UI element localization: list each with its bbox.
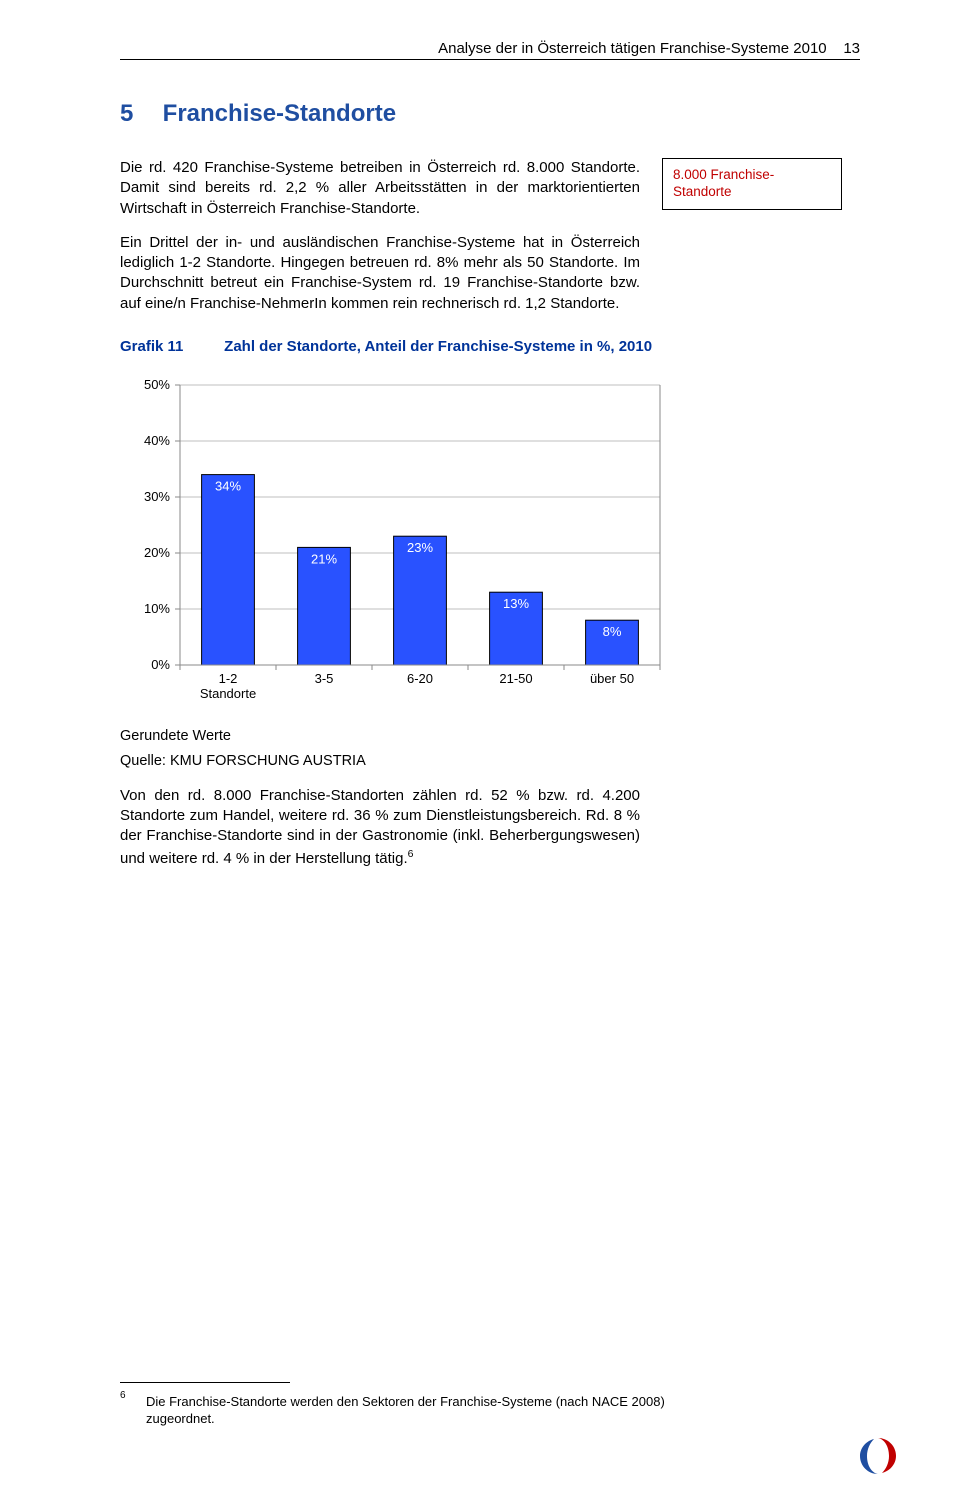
header-page-num: 13 [843, 40, 860, 57]
footnote-text: Die Franchise-Standorte werden den Sekto… [146, 1393, 720, 1428]
footnote-block: 6 Die Franchise-Standorte werden den Sek… [120, 1382, 720, 1428]
logo-icon [856, 1434, 900, 1478]
svg-text:34%: 34% [215, 478, 241, 493]
footnote-number: 6 [120, 1389, 132, 1424]
paragraph: Von den rd. 8.000 Franchise-Standorten z… [120, 787, 640, 867]
svg-text:8%: 8% [603, 624, 622, 639]
body-text: Von den rd. 8.000 Franchise-Standorten z… [120, 786, 640, 869]
callout-box: 8.000 Franchise-Standorte [662, 158, 842, 210]
chart-footer-line: Gerundete Werte [120, 727, 860, 747]
svg-text:50%: 50% [144, 377, 170, 392]
footnote-separator [120, 1382, 290, 1383]
svg-text:21-50: 21-50 [499, 671, 532, 686]
figure-number: Grafik 11 [120, 338, 220, 355]
svg-text:40%: 40% [144, 433, 170, 448]
svg-text:6-20: 6-20 [407, 671, 433, 686]
body-text: Die rd. 420 Franchise-Systeme betreiben … [120, 158, 640, 328]
svg-text:20%: 20% [144, 545, 170, 560]
section-heading: 5 Franchise-Standorte [120, 100, 860, 128]
callout-text: 8.000 Franchise-Standorte [673, 167, 774, 199]
svg-text:21%: 21% [311, 551, 337, 566]
chart-footer-line: Quelle: KMU FORSCHUNG AUSTRIA [120, 752, 860, 772]
paragraph: Ein Drittel der in- und ausländischen Fr… [120, 233, 640, 314]
svg-text:0%: 0% [151, 657, 170, 672]
svg-text:30%: 30% [144, 489, 170, 504]
section-title: Franchise-Standorte [163, 100, 396, 127]
figure-title: Zahl der Standorte, Anteil der Franchise… [224, 338, 652, 355]
paragraph: Die rd. 420 Franchise-Systeme betreiben … [120, 158, 640, 219]
footnote-ref: 6 [408, 848, 414, 860]
svg-text:10%: 10% [144, 601, 170, 616]
bar-chart-svg: 0% 10% 20% 30% 40% 50% 34% 1-2Standorte 21% 3-5 23… [120, 375, 680, 705]
section-number: 5 [120, 100, 156, 128]
svg-text:Standorte: Standorte [200, 686, 256, 701]
figure-caption: Grafik 11 Zahl der Standorte, Anteil der… [120, 338, 860, 355]
svg-text:23%: 23% [407, 540, 433, 555]
svg-text:13%: 13% [503, 596, 529, 611]
svg-text:1-2: 1-2 [219, 671, 238, 686]
svg-text:3-5: 3-5 [315, 671, 334, 686]
page-header: Analyse der in Österreich tätigen Franch… [120, 40, 860, 60]
svg-text:über 50: über 50 [590, 671, 634, 686]
bar-chart: 0% 10% 20% 30% 40% 50% 34% 1-2Standorte 21% 3-5 23… [120, 375, 680, 705]
chart-footer: Gerundete Werte Quelle: KMU FORSCHUNG AU… [120, 727, 860, 772]
header-title: Analyse der in Österreich tätigen Franch… [438, 40, 827, 57]
